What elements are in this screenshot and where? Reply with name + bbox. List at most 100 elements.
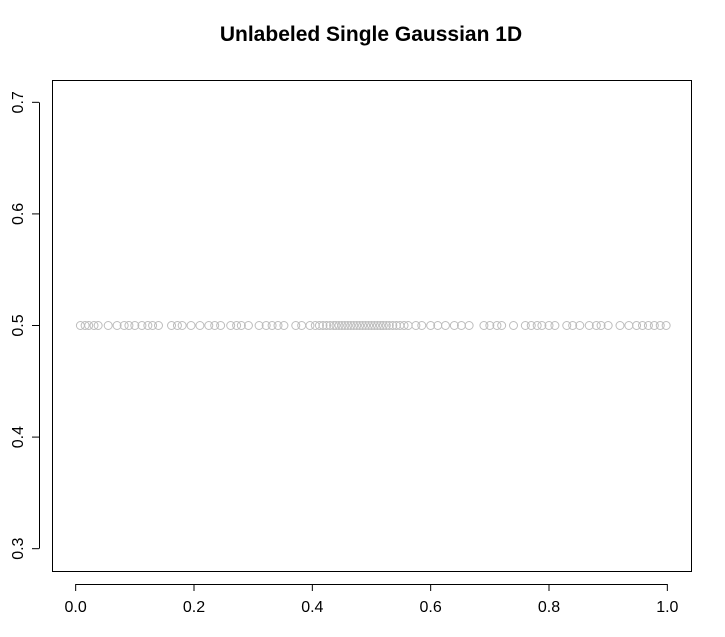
- x-tick-label: 0.0: [65, 599, 87, 616]
- data-point: [130, 321, 140, 330]
- data-point: [378, 321, 388, 330]
- data-point: [340, 321, 350, 330]
- data-point: [492, 321, 502, 330]
- data-point: [562, 321, 572, 330]
- x-tick-label: 0.4: [301, 599, 323, 616]
- plot-box: [52, 80, 692, 572]
- data-point: [655, 321, 665, 330]
- y-axis: 0.3 0.4 0.5 0.6 0.7: [10, 91, 40, 560]
- data-point: [544, 321, 554, 330]
- data-point: [177, 321, 187, 330]
- data-point: [89, 321, 99, 330]
- data-point: [372, 321, 382, 330]
- data-point: [381, 321, 391, 330]
- data-point: [236, 321, 246, 330]
- data-point: [575, 321, 585, 330]
- data-point: [449, 321, 459, 330]
- data-point: [369, 321, 379, 330]
- data-point: [103, 321, 113, 330]
- data-point: [497, 321, 507, 330]
- data-point: [550, 321, 560, 330]
- data-point: [426, 321, 436, 330]
- y-tick-label: 0.7: [10, 91, 27, 113]
- data-point: [509, 321, 518, 330]
- data-point: [520, 321, 530, 330]
- data-point: [119, 321, 129, 330]
- data-point: [291, 321, 301, 330]
- data-point: [216, 321, 226, 330]
- data-point: [226, 321, 236, 330]
- data-point: [367, 321, 376, 330]
- data-point: [596, 321, 606, 330]
- data-point: [124, 321, 134, 330]
- y-tick-label: 0.6: [10, 203, 27, 225]
- data-point: [305, 321, 315, 330]
- data-point: [591, 321, 601, 330]
- data-point: [384, 321, 394, 330]
- x-tick-label: 0.6: [420, 599, 442, 616]
- data-point: [361, 321, 371, 330]
- y-tick-label: 0.5: [10, 314, 27, 336]
- data-point: [352, 321, 362, 330]
- data-point: [148, 321, 158, 330]
- data-point: [232, 321, 242, 330]
- data-point: [349, 321, 359, 330]
- data-point: [322, 321, 332, 330]
- data-points: [75, 321, 671, 330]
- data-point: [172, 321, 182, 330]
- data-point: [261, 321, 271, 330]
- data-point: [417, 321, 427, 330]
- data-point: [537, 321, 547, 330]
- data-point: [314, 321, 324, 330]
- data-point: [186, 321, 196, 330]
- data-point: [358, 321, 368, 330]
- data-point: [603, 321, 613, 330]
- data-point: [331, 321, 341, 330]
- data-point: [661, 321, 671, 330]
- data-point: [343, 321, 353, 330]
- data-point: [297, 321, 307, 330]
- data-point: [388, 321, 398, 330]
- data-point: [532, 321, 542, 330]
- x-tick-label: 0.2: [183, 599, 205, 616]
- data-point: [334, 321, 344, 330]
- data-point: [615, 321, 625, 330]
- data-point: [526, 321, 536, 330]
- data-point: [411, 321, 421, 330]
- data-point: [375, 321, 385, 330]
- data-point: [325, 321, 335, 330]
- data-point: [637, 321, 647, 330]
- data-point: [243, 321, 253, 330]
- data-point: [210, 321, 220, 330]
- data-point: [337, 321, 347, 330]
- data-point: [364, 321, 374, 330]
- data-point: [75, 321, 85, 330]
- data-point: [568, 321, 578, 330]
- data-point: [267, 321, 277, 330]
- data-point: [80, 321, 90, 330]
- data-point: [143, 321, 153, 330]
- data-point: [485, 321, 495, 330]
- data-point: [632, 321, 642, 330]
- data-point: [399, 321, 409, 330]
- data-point: [464, 321, 474, 330]
- x-tick-label: 0.8: [538, 599, 560, 616]
- data-point: [318, 321, 328, 330]
- data-point: [643, 321, 653, 330]
- data-point: [279, 321, 289, 330]
- data-point: [440, 321, 450, 330]
- chart-title: Unlabeled Single Gaussian 1D: [220, 23, 522, 46]
- data-point: [346, 321, 356, 330]
- data-point: [195, 321, 205, 330]
- data-point: [167, 321, 177, 330]
- y-tick-label: 0.3: [10, 537, 27, 559]
- x-tick-label: 1.0: [656, 599, 678, 616]
- data-point: [624, 321, 634, 330]
- data-point: [154, 321, 163, 330]
- data-point: [204, 321, 214, 330]
- data-point: [584, 321, 594, 330]
- y-tick-label: 0.4: [10, 426, 27, 448]
- data-point: [112, 321, 122, 330]
- data-point: [479, 321, 489, 330]
